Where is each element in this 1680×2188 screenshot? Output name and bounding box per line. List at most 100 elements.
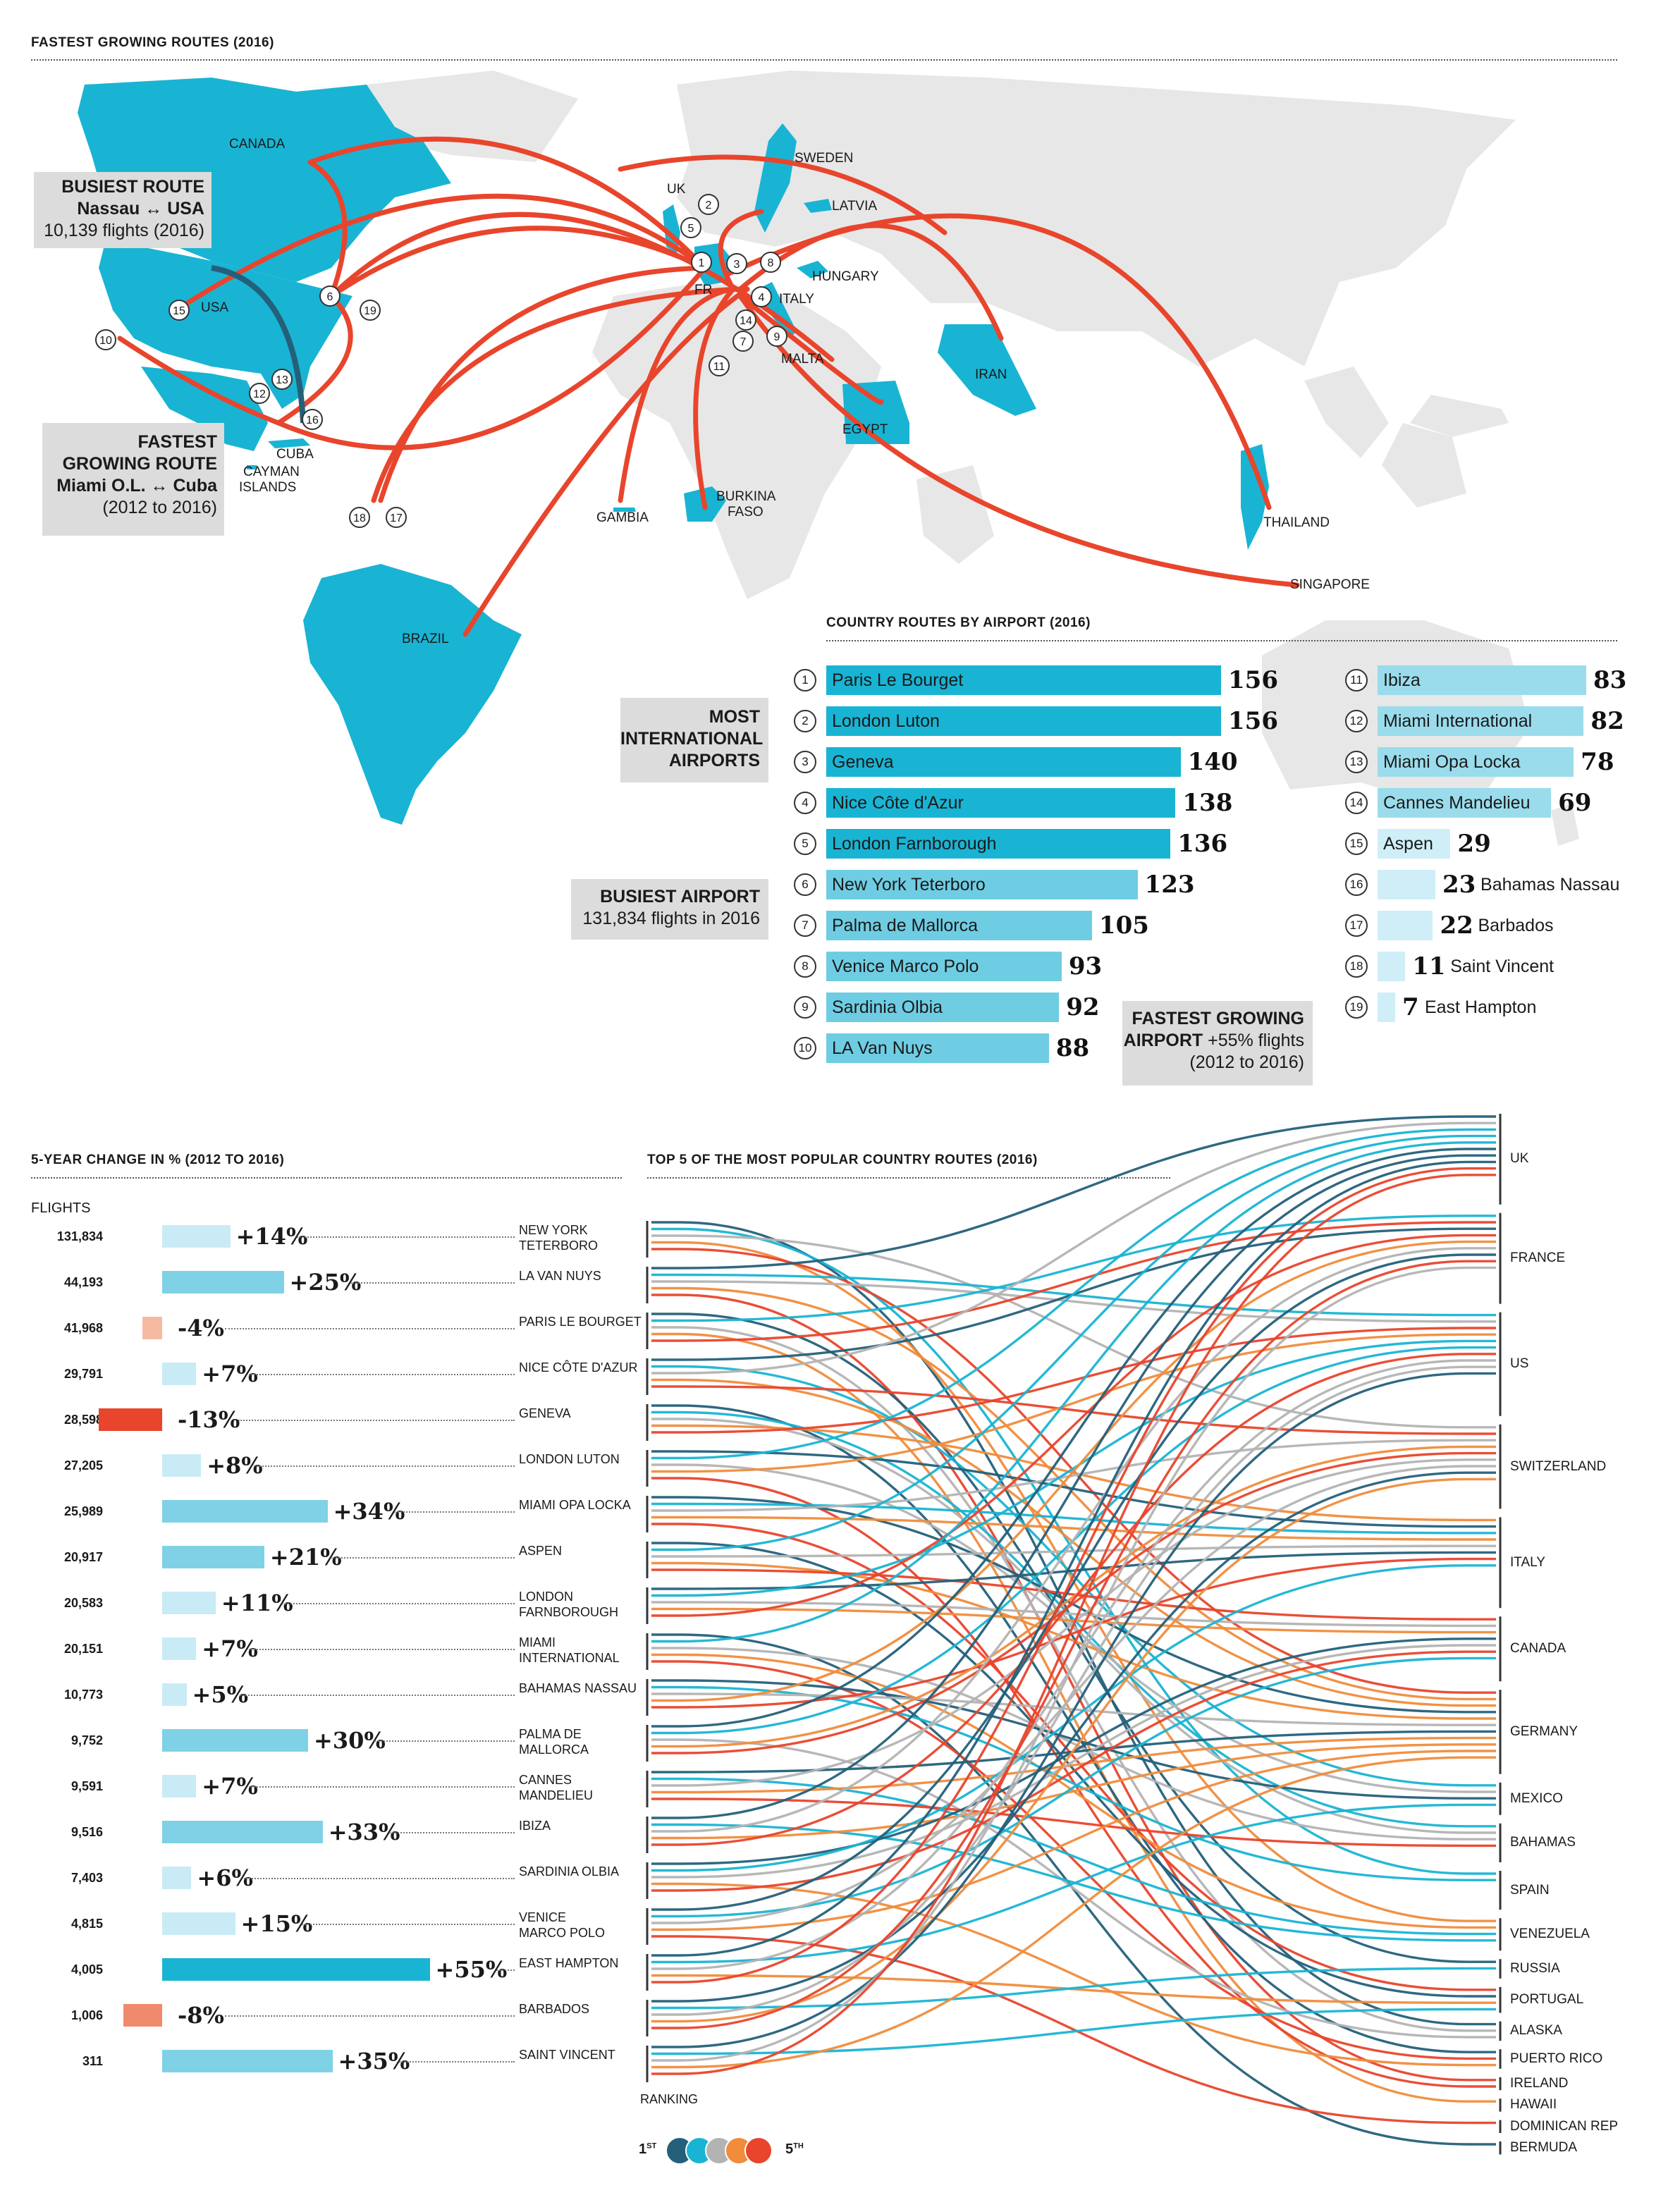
route-flow-line (651, 1333, 1496, 1473)
map-marker-number: 12 (253, 388, 266, 400)
label-islands: ISLANDS (239, 480, 296, 495)
route-flow-line (651, 1260, 1496, 2029)
route-flow-line (651, 1738, 1496, 2039)
change-airport-line: MIAMI (519, 1635, 556, 1649)
change-leader (225, 1328, 515, 1329)
label-usa: USA (201, 300, 228, 315)
change-leader (244, 1878, 515, 1879)
change-bar (123, 2004, 162, 2027)
label-uk: UK (667, 182, 686, 197)
rank-label: London Luton (832, 711, 940, 731)
busiest-route-title: BUSIEST ROUTE (61, 177, 204, 197)
country-label: RUSSIA (1510, 1961, 1560, 1976)
change-value: -4% (178, 1315, 224, 1341)
change-value: +7% (202, 1635, 258, 1662)
rank-bar (1378, 870, 1436, 899)
fastest-airport-callout: FASTEST GROWING AIRPORT +55% flights (20… (1122, 1001, 1313, 1086)
route-flow-line (651, 1221, 1496, 1342)
country-label: VENEZUELA (1510, 1926, 1590, 1942)
route-flow-line (651, 1445, 1496, 1748)
route-flow-line (651, 1756, 1496, 2069)
change-row: 20,583 +11% LONDON FARNBOROUGH (21, 1589, 1347, 1620)
map-marker: 16 (302, 409, 323, 430)
change-airport-name: LONDON LUTON (519, 1451, 620, 1467)
rank-label: Miami International (1383, 711, 1533, 731)
change-leader (296, 1236, 515, 1238)
busiest-route-pair: Nassau ↔ USA (77, 199, 204, 219)
change-value: +5% (192, 1681, 248, 1708)
map-marker-number: 8 (768, 257, 774, 269)
rank-bar (826, 747, 1181, 777)
change-flights: 1,006 (70, 2008, 103, 2022)
change-leader (281, 1603, 515, 1604)
change-value: +8% (207, 1452, 263, 1479)
route-flow-line (651, 1378, 1496, 1707)
change-airport-line: TETERBORO (519, 1239, 599, 1253)
change-value: +15% (240, 1910, 313, 1937)
route-flow-line (651, 1465, 1496, 1924)
rank-number: 15 (1345, 832, 1368, 855)
change-airport-line: SARDINIA OLBIA (519, 1864, 620, 1879)
popular-title: TOP 5 OF THE MOST POPULAR COUNTRY ROUTES… (647, 1153, 1038, 1167)
route-flow-line (651, 1451, 1496, 1754)
route-flow-line (651, 1253, 1496, 1911)
rank-number: 16 (1345, 873, 1368, 896)
map-marker: 13 (271, 369, 293, 390)
map-marker: 3 (726, 253, 747, 274)
rank-value: 136 (1177, 830, 1228, 858)
fastest-airport-l1: FASTEST GROWING (1132, 1009, 1304, 1028)
map-marker: 4 (751, 286, 772, 307)
label-malta: MALTA (781, 352, 824, 367)
change-airport-name: GENEVA (519, 1406, 571, 1421)
rank-value: 23 (1442, 871, 1476, 899)
change-leader (225, 2015, 515, 2017)
label-burkina: BURKINA (716, 489, 776, 504)
map-marker-number: 2 (706, 199, 712, 211)
map-marker-number: 5 (688, 223, 694, 235)
map-marker: 2 (698, 194, 719, 215)
route-flow-line (651, 1148, 1496, 1728)
route-flow-line (651, 1607, 1496, 1634)
route-flow-line (651, 1561, 1496, 1720)
label-sweden: SWEDEN (795, 151, 853, 166)
change-leader (238, 1420, 515, 1421)
change-row: 20,151 +7% MIAMI INTERNATIONAL (21, 1635, 1347, 1665)
change-row: 9,591 +7% CANNES MANDELIEU (21, 1772, 1347, 1802)
change-airport-line: BARBADOS (519, 2002, 590, 2016)
ranking-legend (666, 2137, 773, 2165)
rank-value: 83 (1593, 666, 1627, 694)
label-latvia: LATVIA (832, 199, 877, 214)
change-value: +11% (221, 1590, 293, 1616)
rank-label: Barbados (1478, 916, 1554, 935)
rank-value: 88 (1055, 1034, 1090, 1062)
change-flights: 9,516 (70, 1825, 103, 1839)
change-airport-line: PARIS LE BOURGET (519, 1315, 642, 1329)
route-flow-line (651, 1935, 1496, 2125)
change-airport-name: IBIZA (519, 1818, 551, 1833)
route-flow-line (651, 2008, 1496, 2055)
route-flow-line (651, 1128, 1496, 1460)
change-airport-name: LONDON FARNBOROUGH (519, 1589, 618, 1620)
rank-label: Paris Le Bourget (832, 670, 964, 690)
change-flights: 27,205 (63, 1458, 103, 1473)
change-bar (162, 1867, 192, 1889)
change-row: 9,516 +33% IBIZA (21, 1818, 1347, 1846)
change-leader (393, 1511, 515, 1513)
route-flow-line (651, 1967, 1496, 2010)
rank-value: 22 (1440, 911, 1473, 940)
change-leader (330, 1557, 515, 1559)
route-flow-line (651, 1160, 1496, 1957)
change-airport-line: LA VAN NUYS (519, 1269, 601, 1283)
change-bar (162, 1363, 197, 1385)
country-label: MEXICO (1510, 1790, 1563, 1806)
rank-number: 6 (794, 873, 816, 896)
change-airport-name: PARIS LE BOURGET (519, 1314, 642, 1329)
change-flights: 4,815 (70, 1917, 103, 1931)
change-airport-name: BARBADOS (519, 2001, 589, 2017)
change-row: 10,773 +5% BAHAMAS NASSAU (21, 1680, 1347, 1709)
country-label: GERMANY (1510, 1724, 1578, 1739)
change-bar (162, 1546, 264, 1568)
most-international-l3: AIRPORTS (668, 751, 760, 770)
route-flow-line (651, 1516, 1496, 1541)
rank-number: 2 (794, 710, 816, 732)
